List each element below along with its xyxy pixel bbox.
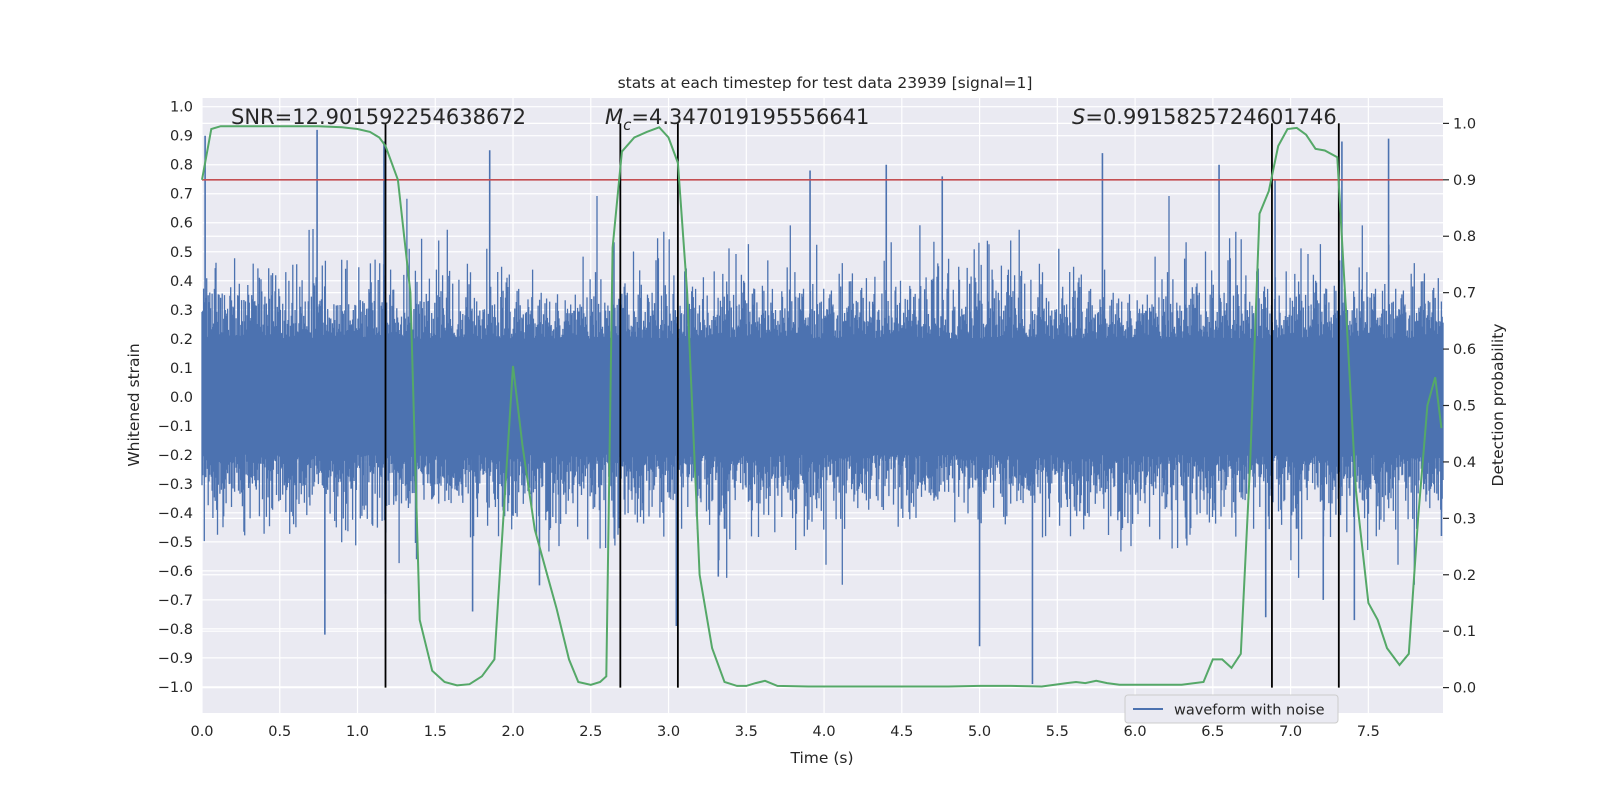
y-right-tick-label: 0.1 xyxy=(1453,624,1476,640)
y-right-tick-label: 0.5 xyxy=(1453,399,1476,415)
legend: waveform with noise xyxy=(1124,694,1339,724)
y-right-axis-label: Detection probability xyxy=(1489,324,1507,487)
x-tick-label: 4.5 xyxy=(890,724,913,740)
y-left-tick-label: −0.5 xyxy=(158,535,193,551)
x-ticks: 0.0 0.5 1.0 1.5 2.0 2.5 3.0 3.5 4.0 4.5 5.0 5.5 6.0 6… xyxy=(190,724,1379,740)
mc-annotation: Mc=4.347019195556641 xyxy=(605,105,869,134)
y-left-tick-label: −0.9 xyxy=(158,651,193,667)
y-right-ticks: 1.0 0.9 0.8 0.7 0.6 0.5 0.4 0.3 0.2 0.1 0.0 xyxy=(1443,116,1476,697)
y-left-tick-label: 0.4 xyxy=(170,274,193,290)
waveform-trace xyxy=(201,196,1444,585)
x-tick-label: 1.0 xyxy=(346,724,369,740)
y-left-tick-label: 0.8 xyxy=(170,158,193,174)
x-tick-label: 7.0 xyxy=(1279,724,1302,740)
x-tick-label: 5.5 xyxy=(1046,724,1069,740)
vertical-markers xyxy=(384,123,1340,688)
legend-box xyxy=(1124,694,1339,724)
mc-symbol: M xyxy=(605,105,623,129)
s-value: =0.9915825724601746 xyxy=(1085,105,1336,129)
y-left-tick-label: −0.3 xyxy=(158,477,193,493)
s-symbol: S xyxy=(1072,105,1085,129)
y-right-tick-label: 0.9 xyxy=(1453,173,1476,189)
x-tick-label: 3.5 xyxy=(735,724,758,740)
y-left-tick-label: 0.5 xyxy=(170,245,193,261)
y-right-tick-label: 0.8 xyxy=(1453,229,1476,245)
snr-annotation: SNR=12.901592254638672 xyxy=(231,105,526,129)
s-annotation: S=0.9915825724601746 xyxy=(1072,105,1337,129)
waveform-series xyxy=(201,129,1444,684)
y-left-tick-label: −0.4 xyxy=(158,506,193,522)
y-left-tick-label: 0.6 xyxy=(170,216,193,232)
y-right-tick-label: 0.4 xyxy=(1453,455,1476,471)
y-left-tick-label: −1.0 xyxy=(158,680,193,696)
x-tick-label: 6.5 xyxy=(1201,724,1224,740)
y-right-tick-label: 0.2 xyxy=(1453,568,1476,584)
y-left-tick-label: 0.0 xyxy=(170,390,193,406)
y-right-tick-label: 0.0 xyxy=(1453,681,1476,697)
y-right-tick-label: 1.0 xyxy=(1453,116,1476,132)
x-tick-label: 0.5 xyxy=(268,724,291,740)
y-left-tick-label: −0.2 xyxy=(158,448,193,464)
chart-title: stats at each timestep for test data 239… xyxy=(618,74,1033,92)
x-tick-label: 5.0 xyxy=(968,724,991,740)
y-left-axis-label: Whitened strain xyxy=(125,343,143,466)
x-tick-label: 6.0 xyxy=(1124,724,1147,740)
mc-value: =4.347019195556641 xyxy=(631,105,869,129)
y-left-tick-label: 0.9 xyxy=(170,129,193,145)
y-left-tick-label: 0.3 xyxy=(170,303,193,319)
x-tick-label: 2.5 xyxy=(579,724,602,740)
y-right-tick-label: 0.7 xyxy=(1453,286,1476,302)
mc-subscript: c xyxy=(623,116,632,134)
probability-series xyxy=(201,125,1443,688)
x-tick-label: 3.0 xyxy=(657,724,680,740)
y-left-tick-label: −0.7 xyxy=(158,593,193,609)
x-tick-label: 1.5 xyxy=(424,724,447,740)
x-tick-label: 4.0 xyxy=(813,724,836,740)
x-axis-label: Time (s) xyxy=(789,749,853,767)
y-right-tick-label: 0.6 xyxy=(1453,342,1476,358)
y-left-tick-label: 0.7 xyxy=(170,187,193,203)
y-right-tick-label: 0.3 xyxy=(1453,511,1476,527)
y-left-tick-label: 1.0 xyxy=(170,100,193,116)
x-tick-label: 7.5 xyxy=(1357,724,1380,740)
legend-label: waveform with noise xyxy=(1174,703,1325,719)
x-tick-label: 2.0 xyxy=(501,724,524,740)
y-left-tick-label: −0.6 xyxy=(158,564,193,580)
y-left-tick-label: −0.8 xyxy=(158,622,193,638)
y-left-tick-label: −0.1 xyxy=(158,419,193,435)
y-left-ticks: 1.0 0.9 0.8 0.7 0.6 0.5 0.4 0.3 0.2 0.1 0.0 −0.1 −0.… xyxy=(158,100,193,696)
x-tick-label: 0.0 xyxy=(190,724,213,740)
y-left-tick-label: 0.2 xyxy=(170,332,193,348)
y-left-tick-label: 0.1 xyxy=(170,361,193,377)
